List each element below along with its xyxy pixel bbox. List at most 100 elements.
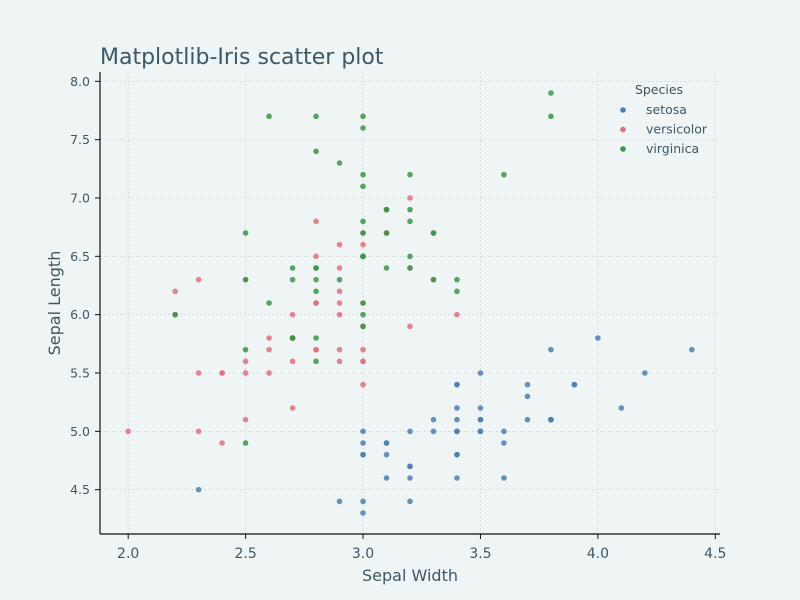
virginica-point — [313, 265, 319, 271]
virginica-point — [360, 311, 366, 318]
versicolor-point — [360, 358, 366, 365]
versicolor-point — [125, 428, 131, 435]
versicolor-point — [336, 288, 343, 295]
virginica-point — [430, 276, 437, 283]
setosa-point — [454, 405, 460, 411]
setosa-point — [454, 428, 460, 435]
virginica-point — [407, 265, 413, 271]
setosa-point — [477, 428, 484, 435]
virginica-point — [383, 206, 390, 213]
setosa-point — [407, 498, 413, 505]
setosa-point — [360, 451, 366, 458]
x-ticks: 2.0 2.5 3.0 3.5 4.0 4.5 — [117, 534, 726, 562]
setosa-point — [501, 475, 507, 481]
virginica-point — [501, 171, 507, 178]
virginica-point — [360, 230, 366, 236]
x-axis-label: Sepal Width — [362, 566, 458, 585]
data-points — [125, 90, 695, 516]
versicolor-point — [242, 358, 249, 365]
setosa-point — [524, 381, 531, 388]
virginica-point — [242, 440, 249, 446]
versicolor-point — [360, 241, 366, 248]
setosa-point — [383, 440, 390, 446]
setosa-point — [454, 381, 460, 388]
setosa-point — [524, 393, 531, 400]
versicolor-point — [313, 346, 319, 353]
setosa-point — [501, 440, 507, 446]
versicolor-point — [313, 300, 319, 306]
versicolor-point — [172, 288, 178, 295]
setosa-point — [595, 335, 601, 341]
y-tick-label: 5.5 — [70, 366, 90, 381]
versicolor-point — [360, 381, 366, 388]
virginica-point — [407, 253, 413, 260]
virginica-point — [313, 276, 319, 283]
virginica-point — [289, 335, 296, 341]
versicolor-point — [242, 370, 249, 376]
virginica-point — [289, 265, 296, 271]
versicolor-point — [242, 416, 249, 423]
setosa-point — [430, 416, 437, 423]
setosa-point — [454, 416, 460, 423]
legend-label-virginica: virginica — [646, 141, 699, 156]
virginica-point — [172, 311, 178, 318]
versicolor-point — [336, 300, 343, 306]
virginica-point — [360, 323, 366, 330]
x-tick-label: 3.5 — [469, 546, 491, 562]
versicolor-point — [336, 311, 343, 318]
virginica-point — [336, 160, 343, 166]
versicolor-point — [266, 370, 272, 376]
versicolor-point — [336, 265, 343, 271]
legend-label-setosa: setosa — [646, 102, 687, 117]
y-tick-label: 4.5 — [70, 482, 90, 497]
x-tick-label: 2.0 — [117, 546, 139, 562]
setosa-point — [383, 451, 390, 458]
x-tick-label: 4.5 — [704, 546, 726, 562]
virginica-point — [242, 346, 249, 353]
setosa-point — [454, 475, 460, 481]
virginica-point — [360, 183, 366, 190]
y-tick-label: 8.0 — [70, 74, 90, 89]
setosa-point — [571, 381, 578, 388]
virginica-point — [407, 218, 413, 225]
y-tick-label: 5.0 — [70, 424, 90, 439]
legend-title: Species — [635, 82, 683, 97]
versicolor-point — [195, 428, 202, 435]
versicolor-point — [289, 358, 296, 365]
x-tick-label: 2.5 — [234, 546, 256, 562]
virginica-point — [454, 276, 460, 283]
versicolor-point — [360, 346, 366, 353]
legend-label-versicolor: versicolor — [646, 122, 708, 137]
versicolor-point — [219, 440, 225, 446]
virginica-point — [548, 113, 554, 120]
versicolor-point — [289, 311, 296, 318]
virginica-point — [313, 148, 319, 155]
setosa-point — [360, 498, 366, 505]
x-tick-label: 3.0 — [352, 546, 374, 562]
setosa-point — [360, 440, 366, 446]
y-tick-label: 6.5 — [70, 249, 90, 264]
virginica-point — [360, 171, 366, 178]
setosa-point — [501, 428, 507, 435]
setosa-point — [477, 370, 484, 376]
setosa-point — [548, 346, 554, 353]
versicolor-point — [195, 276, 202, 283]
versicolor-point — [195, 370, 202, 376]
virginica-point — [266, 113, 272, 120]
virginica-point — [360, 218, 366, 225]
versicolor-point — [313, 218, 319, 225]
virginica-point — [360, 300, 366, 306]
y-ticks: 4.5 5.0 5.5 6.0 6.5 7.0 7.5 8.0 — [70, 74, 100, 497]
versicolor-point — [407, 195, 413, 201]
x-tick-label: 4.0 — [587, 546, 609, 562]
virginica-point — [336, 276, 343, 283]
virginica-point — [313, 113, 319, 120]
legend-marker-virginica — [620, 146, 626, 152]
setosa-point — [407, 428, 413, 435]
setosa-point — [383, 475, 390, 481]
virginica-point — [430, 230, 437, 236]
setosa-point — [477, 405, 484, 411]
y-axis-label: Sepal Length — [45, 251, 64, 356]
legend-marker-versicolor — [620, 126, 626, 133]
